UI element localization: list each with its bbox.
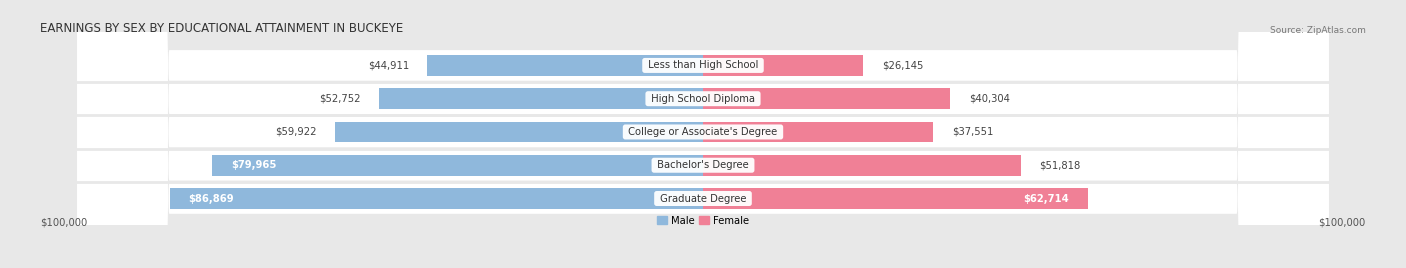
Text: High School Diploma: High School Diploma [648, 94, 758, 104]
Text: Bachelor's Degree: Bachelor's Degree [654, 160, 752, 170]
Bar [703, 155, 1021, 176]
Bar [170, 188, 703, 209]
FancyBboxPatch shape [77, 0, 1329, 268]
Text: $44,911: $44,911 [368, 60, 409, 70]
Text: Source: ZipAtlas.com: Source: ZipAtlas.com [1270, 27, 1365, 35]
Text: $52,752: $52,752 [319, 94, 361, 104]
Text: College or Associate's Degree: College or Associate's Degree [626, 127, 780, 137]
Bar [703, 55, 863, 76]
Bar [703, 88, 950, 109]
Text: $59,922: $59,922 [276, 127, 316, 137]
Text: $62,714: $62,714 [1024, 193, 1070, 203]
Bar [427, 55, 703, 76]
FancyBboxPatch shape [77, 0, 1329, 268]
FancyBboxPatch shape [77, 0, 1329, 268]
Text: $40,304: $40,304 [969, 94, 1010, 104]
Text: $26,145: $26,145 [882, 60, 924, 70]
Text: $86,869: $86,869 [188, 193, 233, 203]
Text: EARNINGS BY SEX BY EDUCATIONAL ATTAINMENT IN BUCKEYE: EARNINGS BY SEX BY EDUCATIONAL ATTAINMEN… [41, 23, 404, 35]
FancyBboxPatch shape [77, 0, 1329, 268]
Text: Graduate Degree: Graduate Degree [657, 193, 749, 203]
Legend: Male, Female: Male, Female [652, 212, 754, 230]
Text: $51,818: $51,818 [1039, 160, 1081, 170]
Bar [336, 122, 703, 142]
Bar [703, 122, 934, 142]
Text: $79,965: $79,965 [231, 160, 276, 170]
Text: $37,551: $37,551 [952, 127, 993, 137]
Text: $100,000: $100,000 [41, 217, 87, 228]
Text: $100,000: $100,000 [1319, 217, 1365, 228]
Text: Less than High School: Less than High School [645, 60, 761, 70]
FancyBboxPatch shape [77, 0, 1329, 268]
Bar [703, 188, 1088, 209]
Bar [380, 88, 703, 109]
Bar [212, 155, 703, 176]
